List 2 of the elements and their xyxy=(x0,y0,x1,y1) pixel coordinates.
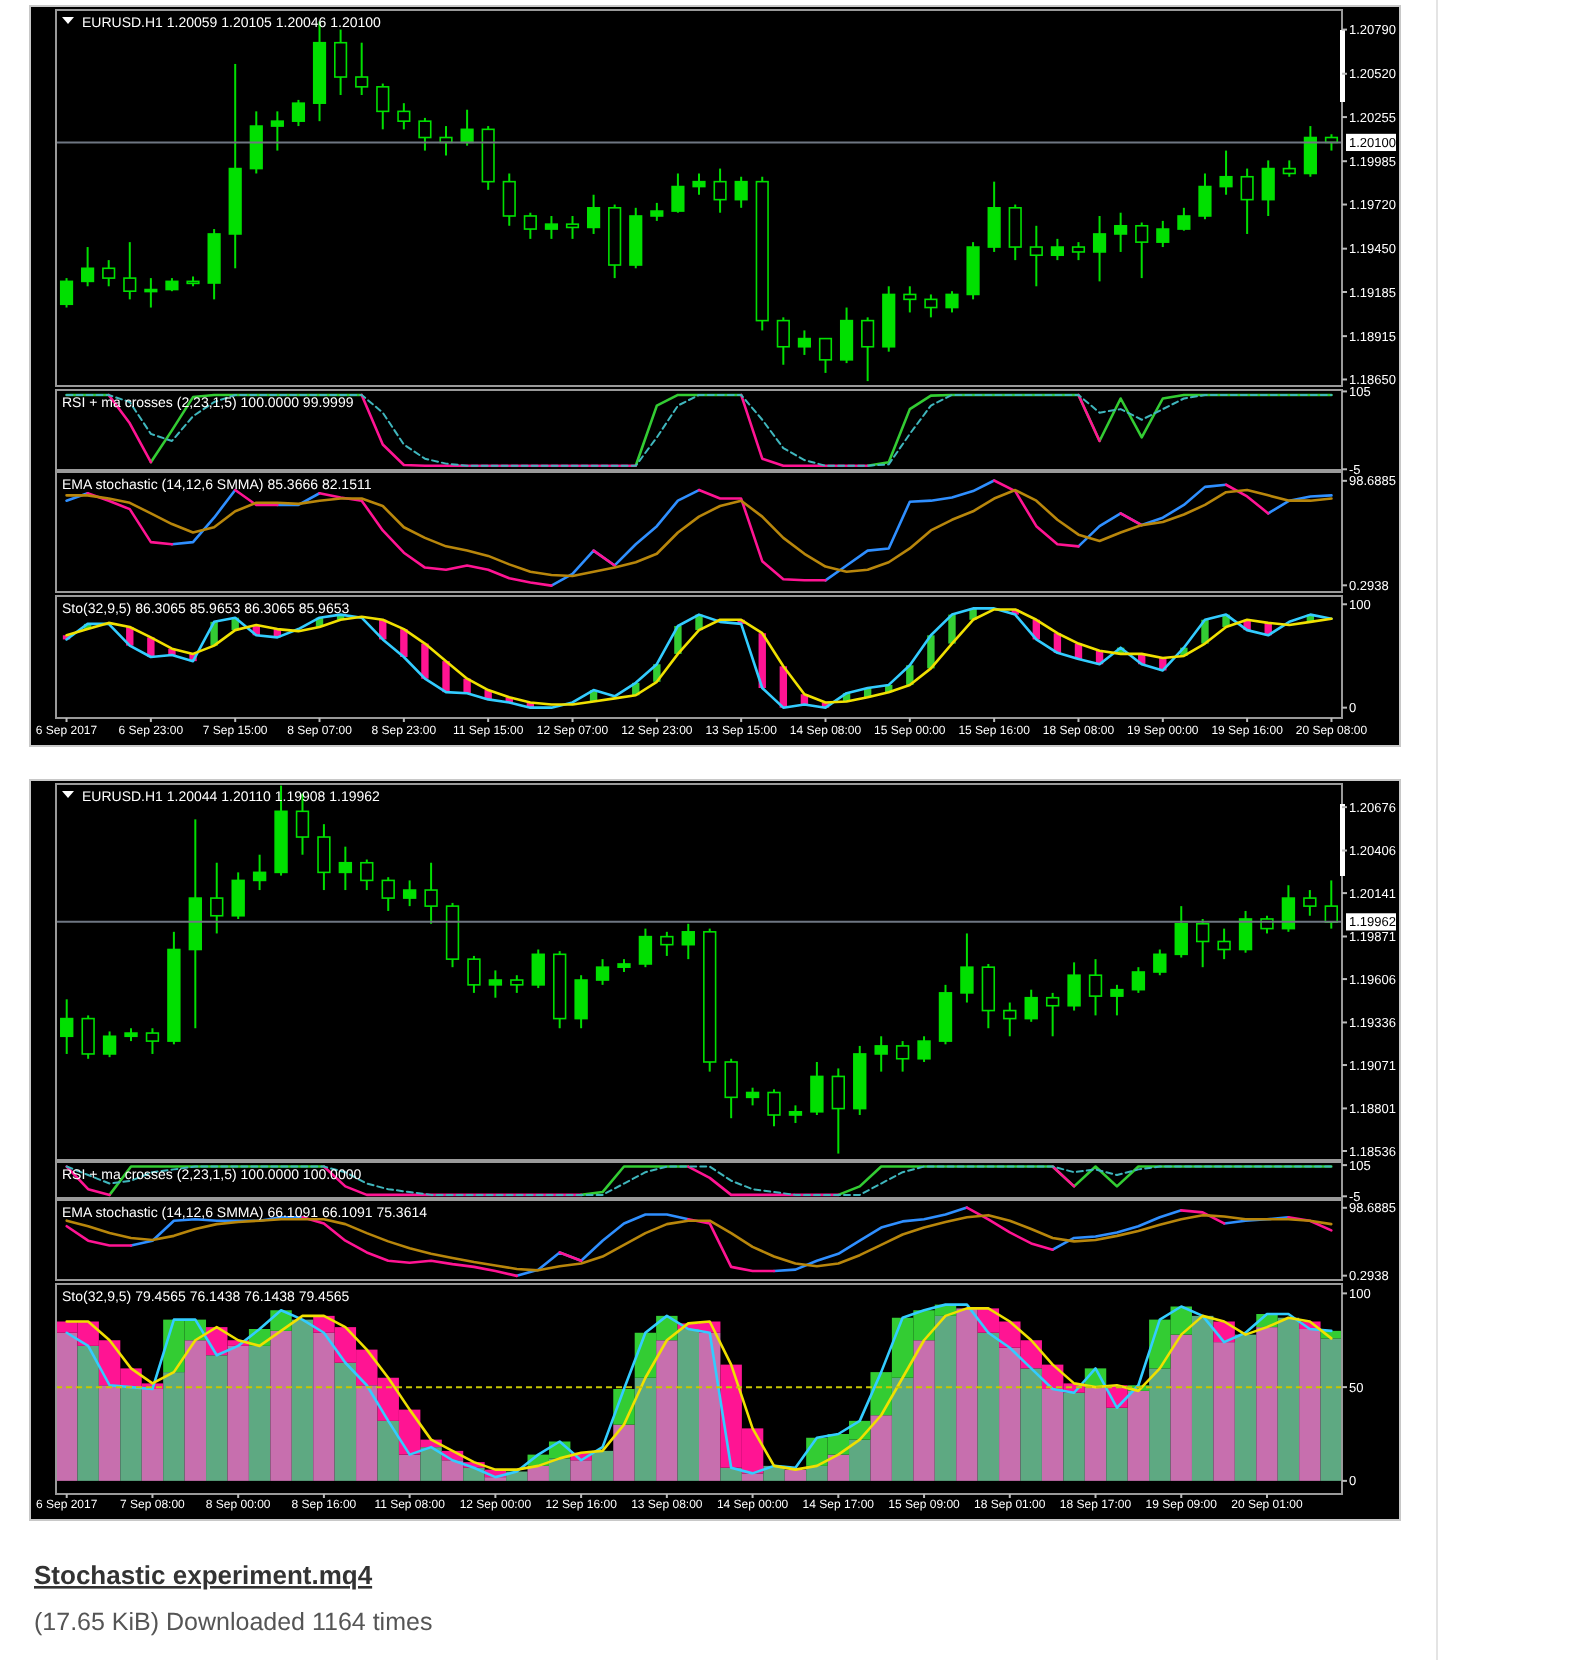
text: Stochastic experiment.mq4 xyxy=(34,1560,374,1590)
text: (17.65 KiB) Downloaded 1164 times xyxy=(34,1608,433,1636)
